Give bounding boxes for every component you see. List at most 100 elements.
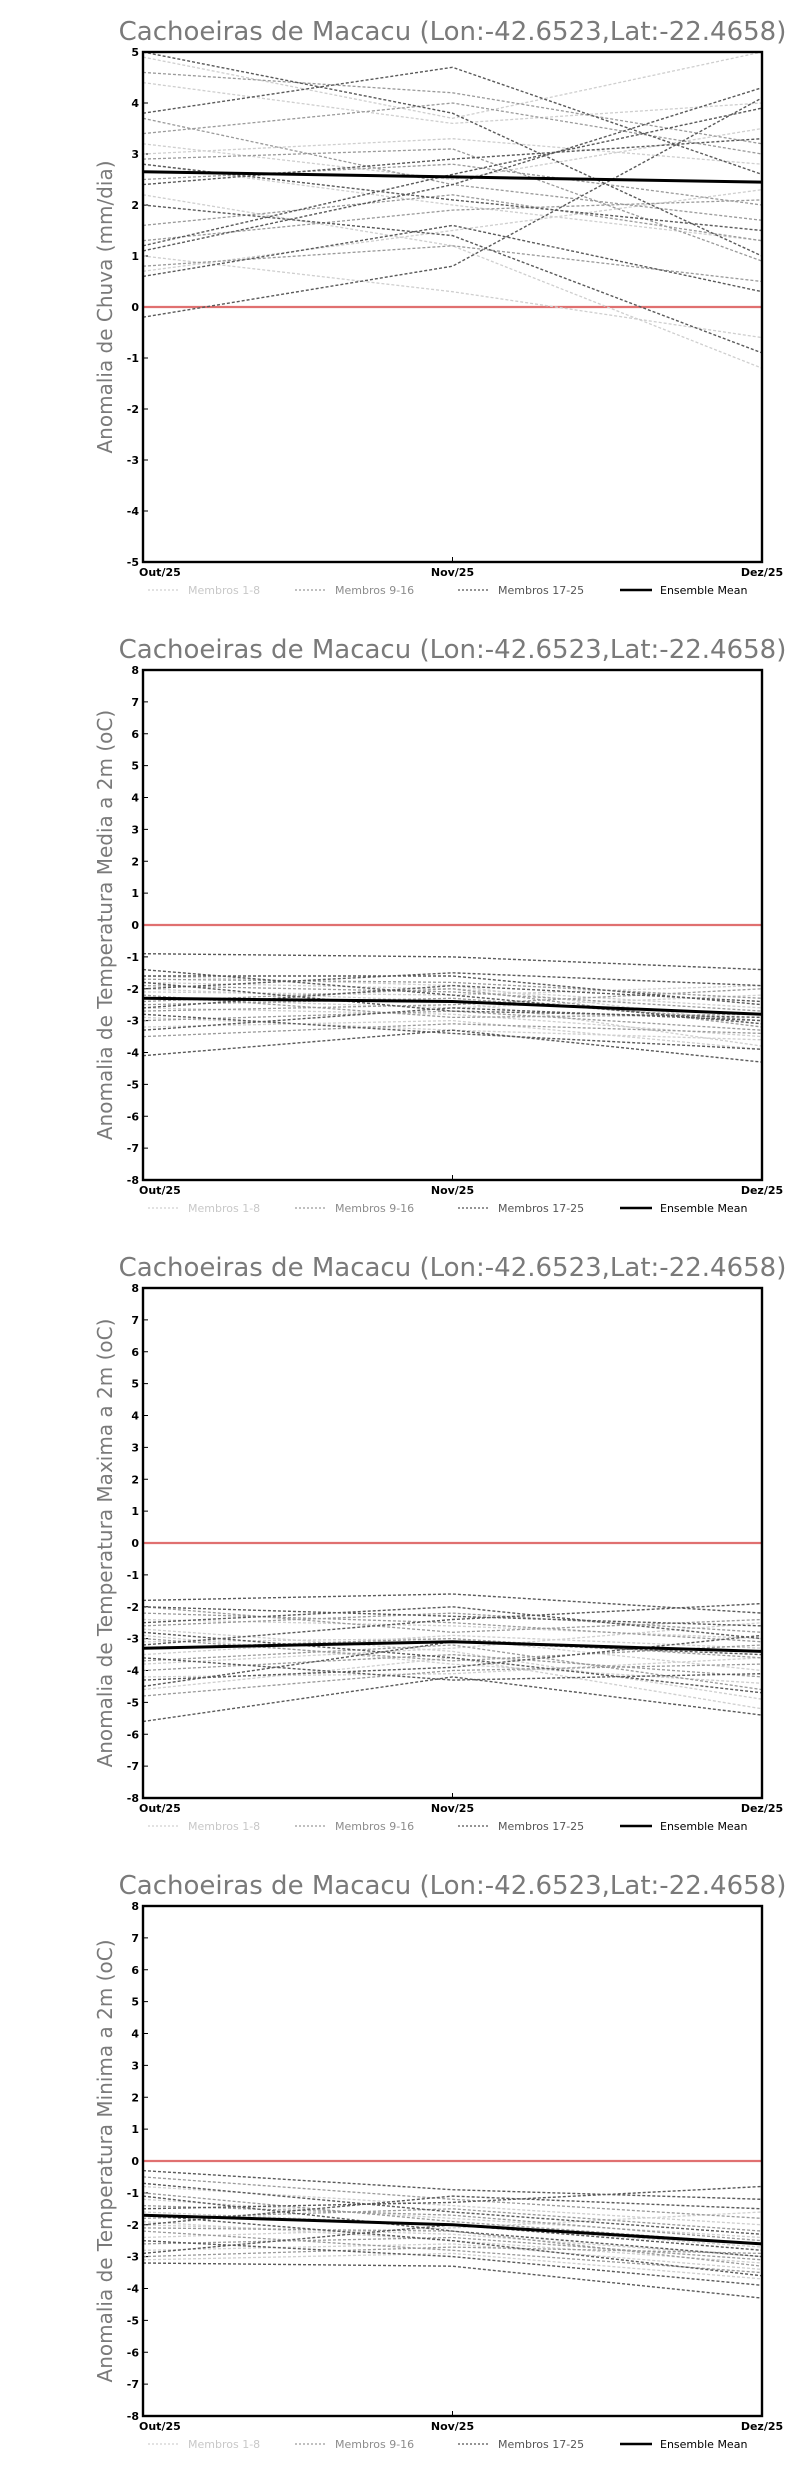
member-line-24 (142, 984, 763, 1009)
legend-label: Membros 9-16 (335, 1820, 414, 1833)
y-tick-label: -5 (127, 556, 139, 569)
member-line-5 (142, 81, 763, 125)
y-tick-label: 3 (131, 2059, 139, 2072)
member-line-16 (142, 1606, 763, 1633)
member-line-6 (142, 1657, 763, 1678)
x-tick-label: Nov/25 (431, 1184, 474, 1197)
member-line-10 (142, 2236, 763, 2261)
y-tick-label: -2 (127, 403, 139, 416)
legend-item: Membros 17-25 (458, 1820, 584, 1833)
member-line-10 (142, 1612, 763, 1643)
y-tick-label: 1 (131, 2123, 139, 2136)
chart-4: Cachoeiras de Macacu (Lon:-42.6523,Lat:-… (93, 1871, 787, 2451)
member-line-3 (142, 2243, 763, 2271)
y-tick-label: 6 (131, 1964, 139, 1977)
y-tick-label: 0 (131, 1537, 139, 1550)
member-line-17 (142, 953, 763, 971)
member-line-20 (142, 163, 763, 232)
legend-label: Membros 17-25 (498, 2438, 584, 2451)
y-tick-label: -8 (127, 2410, 139, 2423)
y-tick-label: -4 (127, 1665, 140, 1678)
legend-label: Membros 9-16 (335, 2438, 414, 2451)
member-line-13 (142, 163, 763, 206)
member-line-7 (142, 1016, 763, 1041)
member-line-21 (142, 97, 763, 318)
y-tick-label: 7 (131, 1314, 139, 1327)
member-line-20 (142, 1013, 763, 1050)
member-line-11 (142, 102, 763, 155)
member-line-10 (142, 978, 763, 999)
legend-item: Ensemble Mean (620, 1202, 747, 1215)
y-tick-label: -3 (127, 1015, 139, 1028)
y-tick-label: 5 (131, 1378, 139, 1391)
member-line-22 (142, 138, 763, 186)
y-tick-label: 0 (131, 919, 139, 932)
chart-title: Cachoeiras de Macacu (Lon:-42.6523,Lat:-… (119, 1871, 787, 1901)
member-line-18 (142, 1029, 763, 1063)
member-line-14 (142, 194, 763, 242)
legend-label: Membros 17-25 (498, 1820, 584, 1833)
member-line-22 (142, 1007, 763, 1031)
legend-item: Membros 9-16 (295, 584, 414, 597)
member-line-5 (142, 1634, 763, 1684)
y-tick-label: -5 (127, 1078, 139, 1091)
y-tick-label: 0 (131, 2155, 139, 2168)
member-line-4 (142, 255, 763, 339)
x-tick-label: Dez/25 (741, 1184, 783, 1197)
member-line-2 (142, 2198, 763, 2239)
legend-item: Membros 17-25 (458, 2438, 584, 2451)
y-tick-label: 5 (131, 760, 139, 773)
member-line-16 (142, 2227, 763, 2267)
x-tick-label: Out/25 (139, 566, 181, 579)
member-line-8 (142, 1628, 763, 1700)
legend-item: Membros 9-16 (295, 1820, 414, 1833)
y-tick-label: 2 (131, 199, 139, 212)
member-line-8 (142, 194, 763, 369)
member-line-21 (142, 2182, 763, 2235)
y-tick-label: -3 (127, 1633, 139, 1646)
member-line-1 (142, 2224, 763, 2258)
member-line-25 (142, 1634, 763, 1681)
plot-frame (141, 668, 764, 1182)
plot-frame (141, 50, 764, 564)
member-line-14 (142, 984, 763, 1012)
y-tick-label: 2 (131, 2091, 139, 2104)
y-tick-label: -5 (127, 1696, 139, 1709)
member-line-13 (142, 1612, 763, 1633)
legend-label: Ensemble Mean (660, 2438, 747, 2451)
member-line-13 (142, 2208, 763, 2232)
member-line-23 (142, 981, 763, 1019)
x-tick-label: Out/25 (139, 1184, 181, 1197)
y-tick-label: -7 (127, 2378, 139, 2391)
legend-item: Ensemble Mean (620, 1820, 747, 1833)
member-line-18 (142, 87, 763, 252)
y-tick-label: -1 (127, 1569, 139, 1582)
legend-label: Membros 1-8 (188, 1820, 260, 1833)
y-tick-label: -7 (127, 1760, 139, 1773)
member-line-21 (142, 972, 763, 990)
member-line-4 (142, 2185, 763, 2226)
y-tick-label: 3 (131, 148, 139, 161)
y-tick-label: -3 (127, 2251, 139, 2264)
member-line-11 (142, 2176, 763, 2220)
member-line-20 (142, 1631, 763, 1694)
member-line-19 (142, 1602, 763, 1646)
ensemble-mean-line (142, 2213, 763, 2246)
ensemble-mean-line (142, 996, 763, 1016)
legend-label: Membros 1-8 (188, 2438, 260, 2451)
y-tick-label: -6 (127, 1110, 140, 1123)
member-line-18 (142, 1676, 763, 1723)
member-line-2 (142, 1007, 763, 1038)
y-tick-label: -8 (127, 1174, 139, 1187)
y-tick-label: 2 (131, 855, 139, 868)
member-line-18 (142, 2262, 763, 2299)
member-line-5 (142, 2252, 763, 2280)
y-tick-label: 4 (131, 1410, 139, 1423)
x-tick-label: Out/25 (139, 2420, 181, 2433)
chart-1: Cachoeiras de Macacu (Lon:-42.6523,Lat:-… (93, 17, 786, 597)
member-line-24 (142, 204, 763, 354)
member-line-13 (142, 988, 763, 1012)
y-tick-label: 4 (131, 2028, 139, 2041)
member-line-7 (142, 1634, 763, 1656)
chart-3: Cachoeiras de Macacu (Lon:-42.6523,Lat:-… (93, 1253, 786, 1833)
